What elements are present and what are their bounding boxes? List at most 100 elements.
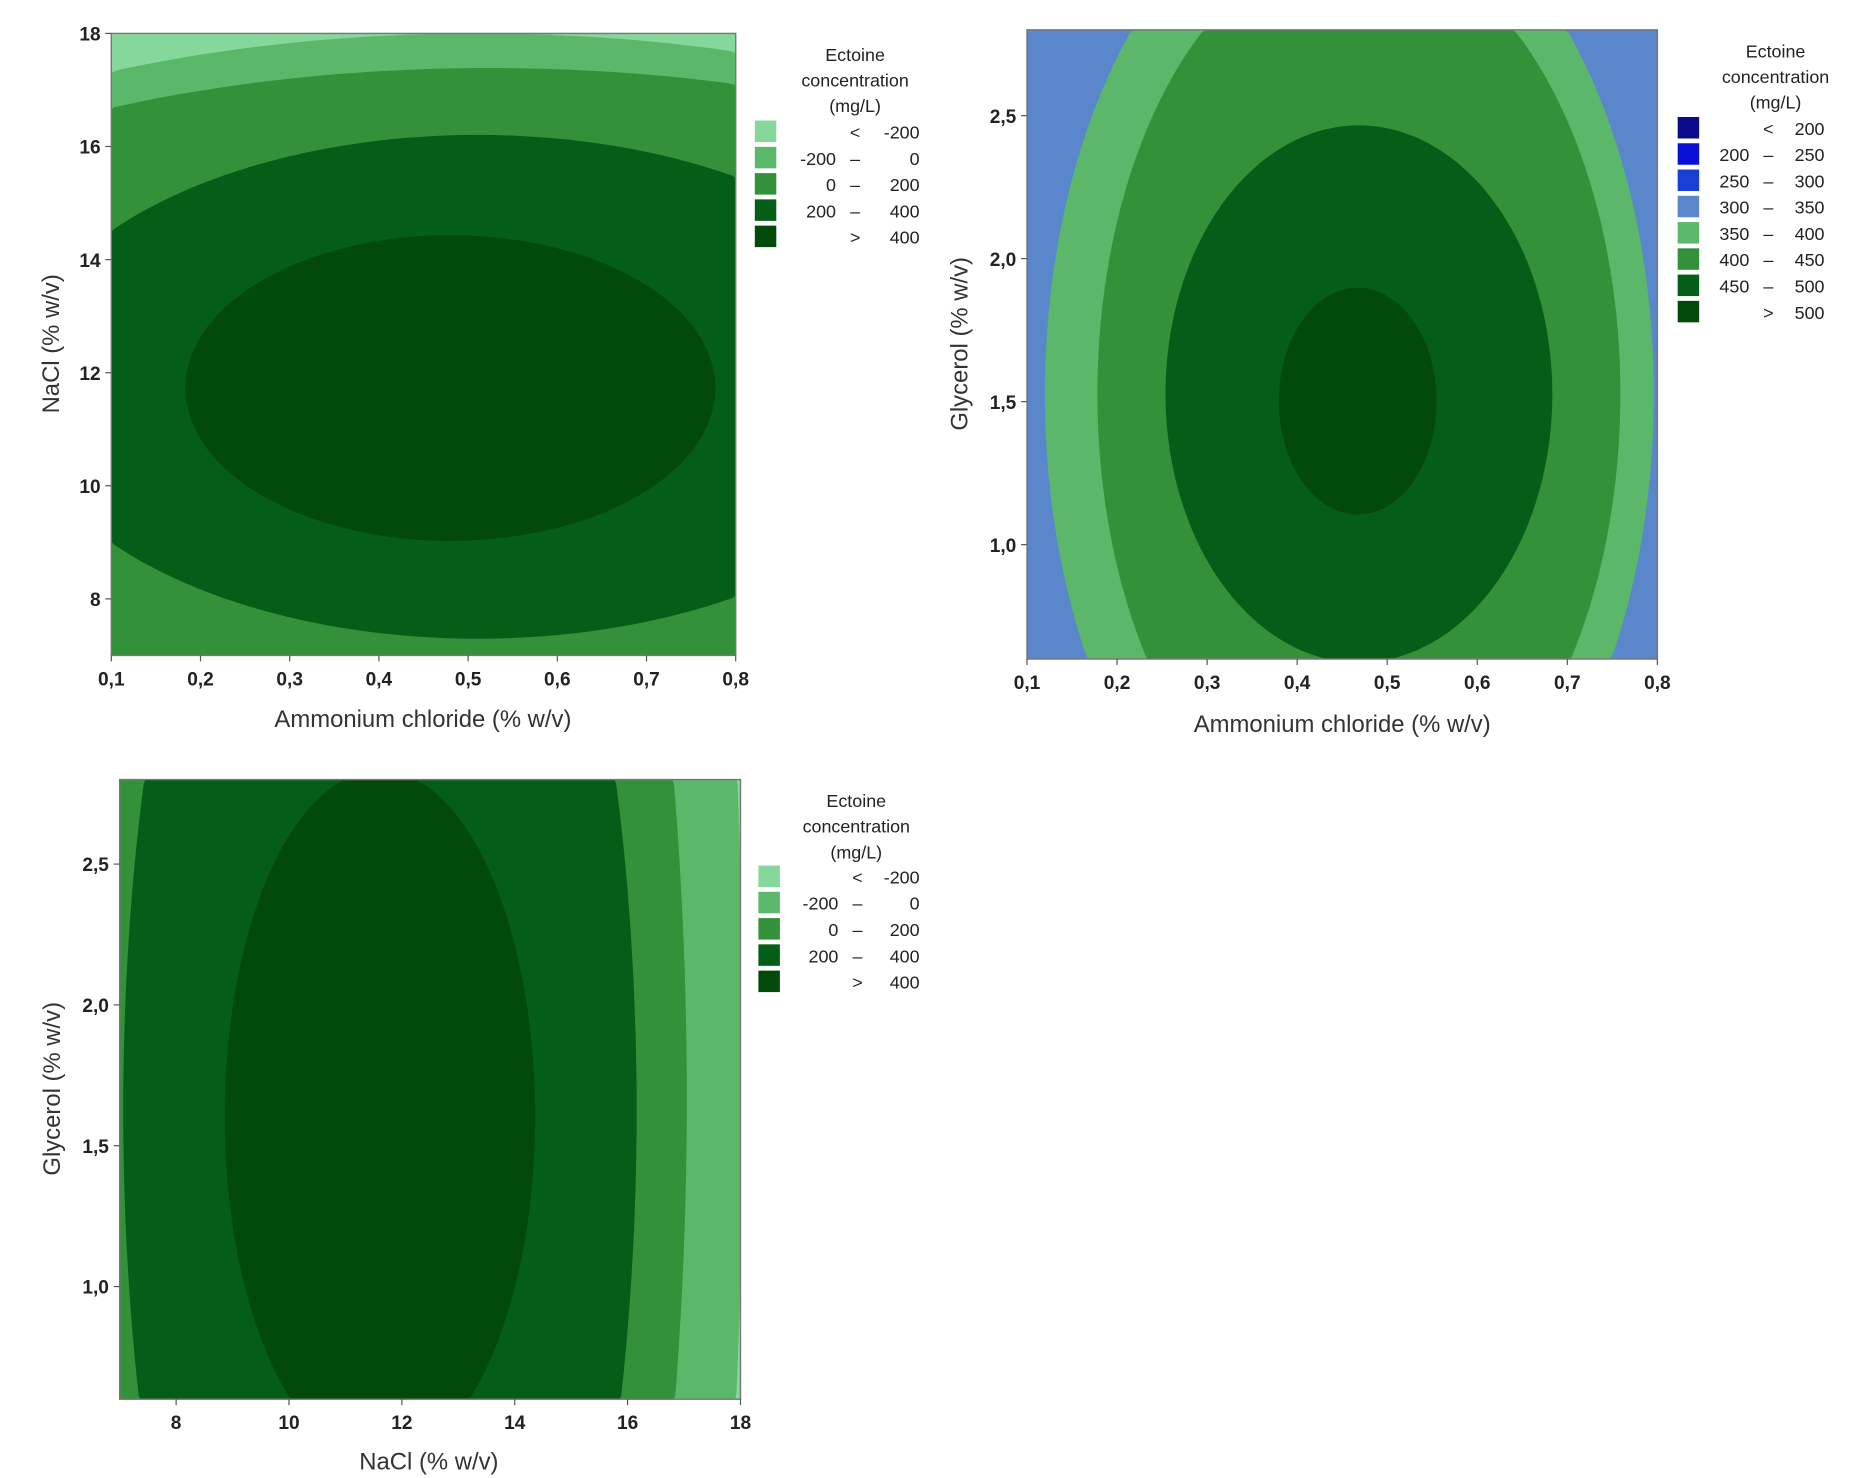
contour-plot-1: 0,1 0,2 0,3 0,4 0,5 0,6 0,7 0,8 8 10 12 14 16 18 Ammon… [38,25,920,733]
contour-region-4 [185,235,716,541]
legend-separator: < [1763,119,1773,139]
legend-high: 500 [1795,303,1825,323]
legend-high: 0 [910,894,920,914]
legend-swatch [1677,222,1700,244]
x-tick-label: 0,8 [722,669,749,690]
legend-high: 350 [1795,198,1825,218]
legend-high: -200 [884,867,920,887]
legend-low: 450 [1719,276,1749,296]
legend-high: 300 [1795,171,1825,191]
legend-separator: – [850,149,860,169]
y-tick-label: 14 [79,251,101,272]
legend-low: 0 [828,920,838,940]
legend-entry: < -200 [758,865,920,887]
legend-entry: >500 [1677,300,1825,323]
y-tick-label: 1,0 [82,1278,109,1299]
legend-title: Ectoine [825,45,885,65]
legend-entry: 200– 250 [1677,143,1825,165]
legend-high: 400 [890,973,920,993]
y-tick-label: 8 [90,590,101,611]
legend-entry: 200– 400 [754,199,920,221]
legend-swatch [1677,116,1700,139]
legend-swatch [754,225,777,248]
legend-title: concentration [801,71,908,91]
x-tick-label: 0,8 [1644,673,1671,694]
x-tick-label: 0,5 [1374,673,1401,694]
legend-high: 400 [890,228,920,248]
x-axis-title: Ammonium chloride (% w/v) [1194,711,1491,738]
legend-high: 250 [1795,145,1825,165]
plot-frame [1026,29,1659,660]
legend-title: concentration [1722,67,1829,87]
contour-region-7 [1278,287,1437,515]
legend-separator: < [850,122,860,142]
x-tick-label: 0,1 [1014,673,1041,694]
x-tick-label: 0,7 [633,669,660,690]
y-tick-label: 1,5 [990,393,1017,414]
legend-swatch [758,970,780,993]
legend-entry: >400 [758,970,920,993]
x-tick-label: 0,2 [1104,673,1131,694]
x-tick-label: 16 [617,1413,638,1434]
x-tick-label: 0,3 [276,669,303,690]
legend-title: Ectoine [826,791,886,811]
legend-low: 350 [1719,224,1749,244]
y-tick-label: 1,0 [990,536,1017,557]
legend-swatch [758,918,780,940]
legend-separator: – [1763,171,1773,191]
legend-high: 200 [890,175,920,195]
legend-low: 200 [1719,145,1749,165]
legend-high: 400 [890,201,920,221]
legend-entry: 350– 400 [1677,222,1825,244]
legend-separator: > [852,973,862,993]
y-tick-label: 2,5 [990,107,1017,128]
y-tick-label: 10 [79,477,100,498]
legend-high: 450 [1795,250,1825,270]
legend-swatch [758,891,780,914]
legend-low: -200 [800,149,836,169]
y-tick-label: 2,0 [82,996,109,1017]
y-axis-title: NaCl (% w/v) [38,274,65,413]
y-tick-label: 2,5 [82,855,109,876]
x-tick-label: 0,1 [98,669,125,690]
legend-high: 200 [1795,119,1825,139]
legend-swatch [1677,195,1700,218]
legend-low: 0 [826,175,836,195]
legend-entry: 0– 200 [758,918,920,940]
legend-swatch [758,944,780,966]
legend-title: (mg/L) [1750,93,1802,113]
x-tick-label: 0,5 [455,669,482,690]
legend-entry: 400– 450 [1677,248,1825,270]
legend-high: 0 [910,149,920,169]
x-axis-title: Ammonium chloride (% w/v) [274,706,571,733]
legend-high: -200 [884,122,920,142]
legend-entry: 250– 300 [1677,169,1825,192]
y-tick-label: 1,5 [82,1137,109,1158]
legend-swatch [1677,169,1700,192]
legend-entry: -200– 0 [754,146,920,169]
legend-title: Ectoine [1746,41,1806,61]
x-tick-label: 0,4 [366,669,393,690]
legend-separator: < [852,867,862,887]
legend-separator: – [850,175,860,195]
legend-swatch [1677,274,1700,297]
y-tick-label: 18 [79,25,101,46]
legend-entry: 450– 500 [1677,274,1825,297]
legend-separator: – [853,920,863,940]
legend-swatch [1677,248,1700,270]
contour-region-4 [224,779,536,1400]
legend-entry: -200– 0 [758,891,920,914]
legend-title: (mg/L) [829,96,881,116]
legend-entry: >400 [754,225,920,248]
x-tick-label: 12 [391,1413,412,1434]
legend-swatch [754,120,777,143]
x-tick-label: 0,2 [187,669,214,690]
y-tick-label: 12 [79,364,100,385]
plot-frame [118,778,742,1400]
x-tick-label: 10 [278,1413,299,1434]
y-tick-label: 16 [79,138,100,159]
